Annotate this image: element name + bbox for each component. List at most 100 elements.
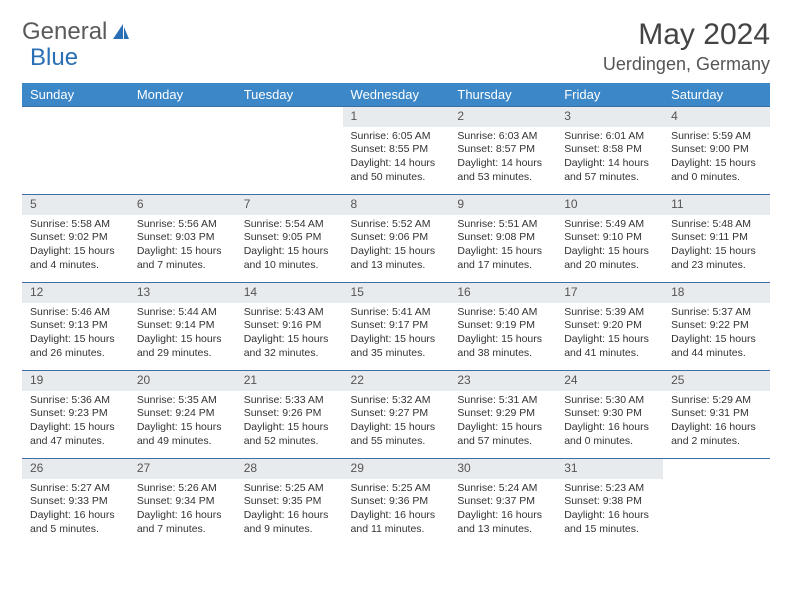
daylight-text: Daylight: 15 hours and 23 minutes.: [671, 245, 762, 272]
day-details: Sunrise: 5:46 AMSunset: 9:13 PMDaylight:…: [22, 303, 129, 365]
day-details: Sunrise: 5:36 AMSunset: 9:23 PMDaylight:…: [22, 391, 129, 453]
day-cell: 18Sunrise: 5:37 AMSunset: 9:22 PMDayligh…: [663, 283, 770, 371]
sunset-text: Sunset: 9:11 PM: [671, 231, 762, 245]
sunset-text: Sunset: 9:20 PM: [564, 319, 655, 333]
sunset-text: Sunset: 9:19 PM: [457, 319, 548, 333]
sunset-text: Sunset: 9:23 PM: [30, 407, 121, 421]
day-number: 26: [22, 459, 129, 479]
day-cell: 6Sunrise: 5:56 AMSunset: 9:03 PMDaylight…: [129, 195, 236, 283]
day-cell: 19Sunrise: 5:36 AMSunset: 9:23 PMDayligh…: [22, 371, 129, 459]
sunrise-text: Sunrise: 5:29 AM: [671, 394, 762, 408]
day-cell: 5Sunrise: 5:58 AMSunset: 9:02 PMDaylight…: [22, 195, 129, 283]
day-cell: 14Sunrise: 5:43 AMSunset: 9:16 PMDayligh…: [236, 283, 343, 371]
day-number: 21: [236, 371, 343, 391]
logo-text-1: General: [22, 18, 107, 46]
day-cell: 17Sunrise: 5:39 AMSunset: 9:20 PMDayligh…: [556, 283, 663, 371]
day-number: 5: [22, 195, 129, 215]
day-number: 4: [663, 107, 770, 127]
day-details: Sunrise: 5:43 AMSunset: 9:16 PMDaylight:…: [236, 303, 343, 365]
sunset-text: Sunset: 9:38 PM: [564, 495, 655, 509]
day-details: Sunrise: 5:37 AMSunset: 9:22 PMDaylight:…: [663, 303, 770, 365]
day-cell: 13Sunrise: 5:44 AMSunset: 9:14 PMDayligh…: [129, 283, 236, 371]
day-cell: 20Sunrise: 5:35 AMSunset: 9:24 PMDayligh…: [129, 371, 236, 459]
daylight-text: Daylight: 15 hours and 0 minutes.: [671, 157, 762, 184]
logo-text-2: Blue: [30, 44, 78, 72]
sunrise-text: Sunrise: 5:41 AM: [351, 306, 442, 320]
day-cell: 10Sunrise: 5:49 AMSunset: 9:10 PMDayligh…: [556, 195, 663, 283]
day-number: 29: [343, 459, 450, 479]
sunset-text: Sunset: 8:55 PM: [351, 143, 442, 157]
day-number: 23: [449, 371, 556, 391]
sunrise-text: Sunrise: 5:43 AM: [244, 306, 335, 320]
day-cell: 22Sunrise: 5:32 AMSunset: 9:27 PMDayligh…: [343, 371, 450, 459]
sunset-text: Sunset: 9:03 PM: [137, 231, 228, 245]
day-details: Sunrise: 5:56 AMSunset: 9:03 PMDaylight:…: [129, 215, 236, 277]
calendar-body: 1Sunrise: 6:05 AMSunset: 8:55 PMDaylight…: [22, 107, 770, 547]
sunset-text: Sunset: 9:30 PM: [564, 407, 655, 421]
day-cell: 26Sunrise: 5:27 AMSunset: 9:33 PMDayligh…: [22, 459, 129, 547]
day-header: Thursday: [449, 83, 556, 107]
day-number: 25: [663, 371, 770, 391]
sunset-text: Sunset: 9:10 PM: [564, 231, 655, 245]
sunrise-text: Sunrise: 5:37 AM: [671, 306, 762, 320]
sunset-text: Sunset: 9:35 PM: [244, 495, 335, 509]
empty-cell: [129, 107, 236, 195]
day-details: Sunrise: 6:03 AMSunset: 8:57 PMDaylight:…: [449, 127, 556, 189]
sunset-text: Sunset: 9:29 PM: [457, 407, 548, 421]
day-cell: 16Sunrise: 5:40 AMSunset: 9:19 PMDayligh…: [449, 283, 556, 371]
day-details: Sunrise: 5:40 AMSunset: 9:19 PMDaylight:…: [449, 303, 556, 365]
sunset-text: Sunset: 9:08 PM: [457, 231, 548, 245]
day-number: 9: [449, 195, 556, 215]
sunset-text: Sunset: 9:24 PM: [137, 407, 228, 421]
sunrise-text: Sunrise: 5:59 AM: [671, 130, 762, 144]
calendar-row: 12Sunrise: 5:46 AMSunset: 9:13 PMDayligh…: [22, 283, 770, 371]
day-cell: 24Sunrise: 5:30 AMSunset: 9:30 PMDayligh…: [556, 371, 663, 459]
sunrise-text: Sunrise: 5:39 AM: [564, 306, 655, 320]
sunrise-text: Sunrise: 5:40 AM: [457, 306, 548, 320]
daylight-text: Daylight: 16 hours and 5 minutes.: [30, 509, 121, 536]
sunrise-text: Sunrise: 5:54 AM: [244, 218, 335, 232]
sunset-text: Sunset: 8:57 PM: [457, 143, 548, 157]
sunset-text: Sunset: 9:27 PM: [351, 407, 442, 421]
daylight-text: Daylight: 15 hours and 17 minutes.: [457, 245, 548, 272]
day-cell: 29Sunrise: 5:25 AMSunset: 9:36 PMDayligh…: [343, 459, 450, 547]
sunrise-text: Sunrise: 5:46 AM: [30, 306, 121, 320]
day-details: Sunrise: 5:24 AMSunset: 9:37 PMDaylight:…: [449, 479, 556, 541]
day-cell: 4Sunrise: 5:59 AMSunset: 9:00 PMDaylight…: [663, 107, 770, 195]
day-header: Tuesday: [236, 83, 343, 107]
day-details: Sunrise: 5:54 AMSunset: 9:05 PMDaylight:…: [236, 215, 343, 277]
daylight-text: Daylight: 16 hours and 9 minutes.: [244, 509, 335, 536]
sunrise-text: Sunrise: 5:35 AM: [137, 394, 228, 408]
day-number: 19: [22, 371, 129, 391]
empty-cell: [22, 107, 129, 195]
daylight-text: Daylight: 15 hours and 55 minutes.: [351, 421, 442, 448]
day-details: Sunrise: 5:49 AMSunset: 9:10 PMDaylight:…: [556, 215, 663, 277]
day-number: 20: [129, 371, 236, 391]
sunrise-text: Sunrise: 5:25 AM: [244, 482, 335, 496]
sunset-text: Sunset: 9:06 PM: [351, 231, 442, 245]
daylight-text: Daylight: 16 hours and 7 minutes.: [137, 509, 228, 536]
daylight-text: Daylight: 15 hours and 26 minutes.: [30, 333, 121, 360]
day-number: 27: [129, 459, 236, 479]
day-details: Sunrise: 5:52 AMSunset: 9:06 PMDaylight:…: [343, 215, 450, 277]
sunrise-text: Sunrise: 6:03 AM: [457, 130, 548, 144]
title-block: May 2024 Uerdingen, Germany: [603, 18, 770, 75]
sunrise-text: Sunrise: 5:49 AM: [564, 218, 655, 232]
sunrise-text: Sunrise: 6:01 AM: [564, 130, 655, 144]
sunrise-text: Sunrise: 5:52 AM: [351, 218, 442, 232]
daylight-text: Daylight: 15 hours and 41 minutes.: [564, 333, 655, 360]
sunset-text: Sunset: 8:58 PM: [564, 143, 655, 157]
daylight-text: Daylight: 15 hours and 47 minutes.: [30, 421, 121, 448]
day-number: 14: [236, 283, 343, 303]
day-number: 12: [22, 283, 129, 303]
day-details: Sunrise: 5:35 AMSunset: 9:24 PMDaylight:…: [129, 391, 236, 453]
day-number: 24: [556, 371, 663, 391]
sunrise-text: Sunrise: 5:56 AM: [137, 218, 228, 232]
daylight-text: Daylight: 15 hours and 13 minutes.: [351, 245, 442, 272]
sunrise-text: Sunrise: 5:26 AM: [137, 482, 228, 496]
day-details: Sunrise: 5:59 AMSunset: 9:00 PMDaylight:…: [663, 127, 770, 189]
daylight-text: Daylight: 16 hours and 2 minutes.: [671, 421, 762, 448]
calendar-header-row: SundayMondayTuesdayWednesdayThursdayFrid…: [22, 83, 770, 107]
daylight-text: Daylight: 15 hours and 44 minutes.: [671, 333, 762, 360]
day-cell: 3Sunrise: 6:01 AMSunset: 8:58 PMDaylight…: [556, 107, 663, 195]
